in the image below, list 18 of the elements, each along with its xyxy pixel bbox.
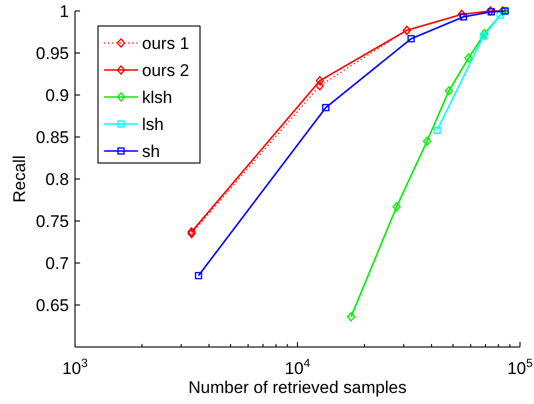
y-tick-label: 0.9: [45, 86, 69, 105]
y-tick-label: 0.85: [36, 128, 69, 147]
x-tick-label: 10$^{3}$: [62, 356, 88, 378]
legend-label: ours 2: [142, 61, 190, 80]
x-axis-title: Number of retrieved samples: [188, 378, 407, 397]
legend-label: lsh: [142, 115, 164, 134]
x-tick-label: 10$^{5}$: [507, 356, 534, 378]
x-tick-label: 10$^{4}$: [284, 356, 311, 378]
legend-label: klsh: [142, 88, 172, 107]
legend-label: sh: [142, 142, 160, 161]
y-tick-label: 0.7: [45, 254, 69, 273]
y-tick-label: 0.75: [36, 212, 69, 231]
legend-label: ours 1: [142, 34, 190, 53]
y-tick-label: 0.8: [45, 170, 69, 189]
y-tick-label: 0.95: [36, 44, 69, 63]
y-axis-title: Recall: [10, 155, 29, 203]
y-tick-label: 0.65: [36, 296, 69, 315]
y-tick-label: 1: [60, 2, 69, 21]
